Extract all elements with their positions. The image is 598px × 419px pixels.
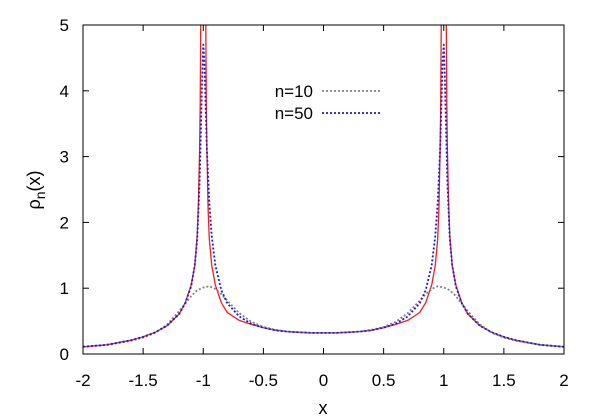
x-tick-label: -0.5 [249, 371, 278, 390]
y-axis-title-rest: (x) [24, 170, 44, 191]
series-layer [83, 25, 564, 348]
x-tick-label: 1.5 [492, 371, 516, 390]
legend-label: n=10 [275, 82, 313, 101]
y-axis-title-base: ρ [24, 199, 44, 209]
x-tick-label: 0.5 [372, 371, 396, 390]
y-tick-label: 2 [60, 213, 69, 232]
y-tick-label: 4 [60, 82, 69, 101]
legend: n=10 n=50 [275, 82, 381, 123]
series-line-n-50 [83, 43, 564, 348]
x-tick-label: -2 [75, 371, 90, 390]
y-tick-label: 0 [60, 345, 69, 364]
x-tick-label: 2 [559, 371, 568, 390]
y-tick-label: 3 [60, 148, 69, 167]
y-axis-title: ρn(x) [24, 170, 48, 209]
series-line-limit [83, 25, 564, 348]
series-line-n-10 [83, 285, 564, 348]
x-tick-label: 0 [319, 371, 328, 390]
x-tick-label: 1 [439, 371, 448, 390]
y-tick-label: 5 [60, 16, 69, 35]
axes: -2 -1.5 -1 -0.5 0 0.5 1 1.5 2 0 1 2 3 4 5 [60, 16, 569, 390]
y-tick-label: 1 [60, 279, 69, 298]
y-axis-title-sub: n [32, 191, 48, 199]
x-axis-title: x [319, 398, 328, 418]
plot-frame [82, 24, 565, 355]
x-tick-label: -1.5 [128, 371, 157, 390]
legend-label: n=50 [275, 104, 313, 123]
x-tick-label: -1 [196, 371, 211, 390]
